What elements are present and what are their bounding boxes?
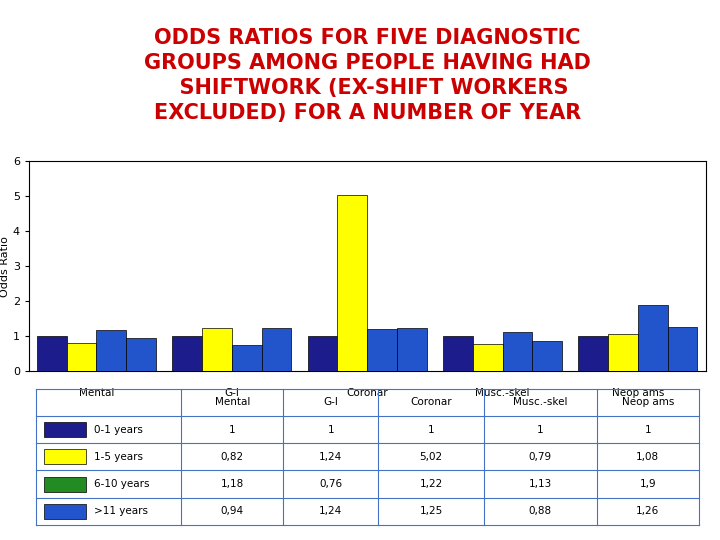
Text: 0,88: 0,88 — [528, 506, 552, 516]
Text: 1,18: 1,18 — [221, 479, 244, 489]
Text: 1: 1 — [644, 424, 651, 435]
Y-axis label: Odds Ratio: Odds Ratio — [0, 235, 10, 296]
Text: 1,22: 1,22 — [419, 479, 443, 489]
Bar — [367, 329, 397, 372]
Text: 1: 1 — [428, 424, 434, 435]
Text: 0,94: 0,94 — [221, 506, 244, 516]
Text: G-I: G-I — [323, 397, 338, 407]
Bar — [667, 327, 698, 372]
Text: Neop ams: Neop ams — [621, 397, 674, 407]
Text: Musc.-skel: Musc.-skel — [475, 388, 530, 398]
Bar — [126, 339, 156, 372]
Text: 0-1 years: 0-1 years — [94, 424, 143, 435]
Bar — [503, 332, 532, 372]
Text: 1: 1 — [229, 424, 235, 435]
Bar — [307, 336, 338, 372]
Text: >11 years: >11 years — [94, 506, 148, 516]
Text: 1,13: 1,13 — [528, 479, 552, 489]
Bar — [44, 422, 86, 437]
Text: 0,82: 0,82 — [221, 452, 244, 462]
Bar — [37, 336, 67, 372]
Bar — [96, 330, 126, 372]
Bar — [202, 328, 232, 372]
Bar — [578, 336, 608, 372]
Bar — [443, 336, 473, 372]
Bar — [473, 343, 503, 372]
Text: 1,08: 1,08 — [636, 452, 660, 462]
Text: 1,24: 1,24 — [319, 506, 343, 516]
Bar — [67, 343, 96, 372]
Text: G-I: G-I — [225, 388, 239, 398]
Text: 1: 1 — [328, 424, 334, 435]
Bar — [172, 336, 202, 372]
Text: 1,9: 1,9 — [639, 479, 656, 489]
Text: 1-5 years: 1-5 years — [94, 452, 143, 462]
Bar — [532, 341, 562, 372]
Text: Musc.-skel: Musc.-skel — [513, 397, 567, 407]
Text: 5,02: 5,02 — [420, 452, 443, 462]
Bar — [608, 334, 638, 372]
Text: 1: 1 — [537, 424, 544, 435]
Bar — [397, 328, 427, 372]
Text: Mental: Mental — [78, 388, 114, 398]
Text: 0,79: 0,79 — [528, 452, 552, 462]
Bar — [638, 305, 667, 372]
Bar — [44, 476, 86, 491]
Text: ODDS RATIOS FOR FIVE DIAGNOSTIC
GROUPS AMONG PEOPLE HAVING HAD
  SHIFTWORK (EX-S: ODDS RATIOS FOR FIVE DIAGNOSTIC GROUPS A… — [144, 28, 590, 123]
Text: Neop ams: Neop ams — [612, 388, 664, 398]
Bar — [232, 345, 261, 372]
Text: Mental: Mental — [215, 397, 250, 407]
Text: 6-10 years: 6-10 years — [94, 479, 150, 489]
Text: Coronar: Coronar — [346, 388, 388, 398]
Text: 1,24: 1,24 — [319, 452, 343, 462]
Text: 0,76: 0,76 — [319, 479, 342, 489]
Text: 1,25: 1,25 — [419, 506, 443, 516]
Bar — [44, 449, 86, 464]
Text: Coronar: Coronar — [410, 397, 451, 407]
Bar — [338, 195, 367, 372]
Bar — [44, 504, 86, 519]
Text: 1,26: 1,26 — [636, 506, 660, 516]
Bar — [261, 328, 292, 372]
